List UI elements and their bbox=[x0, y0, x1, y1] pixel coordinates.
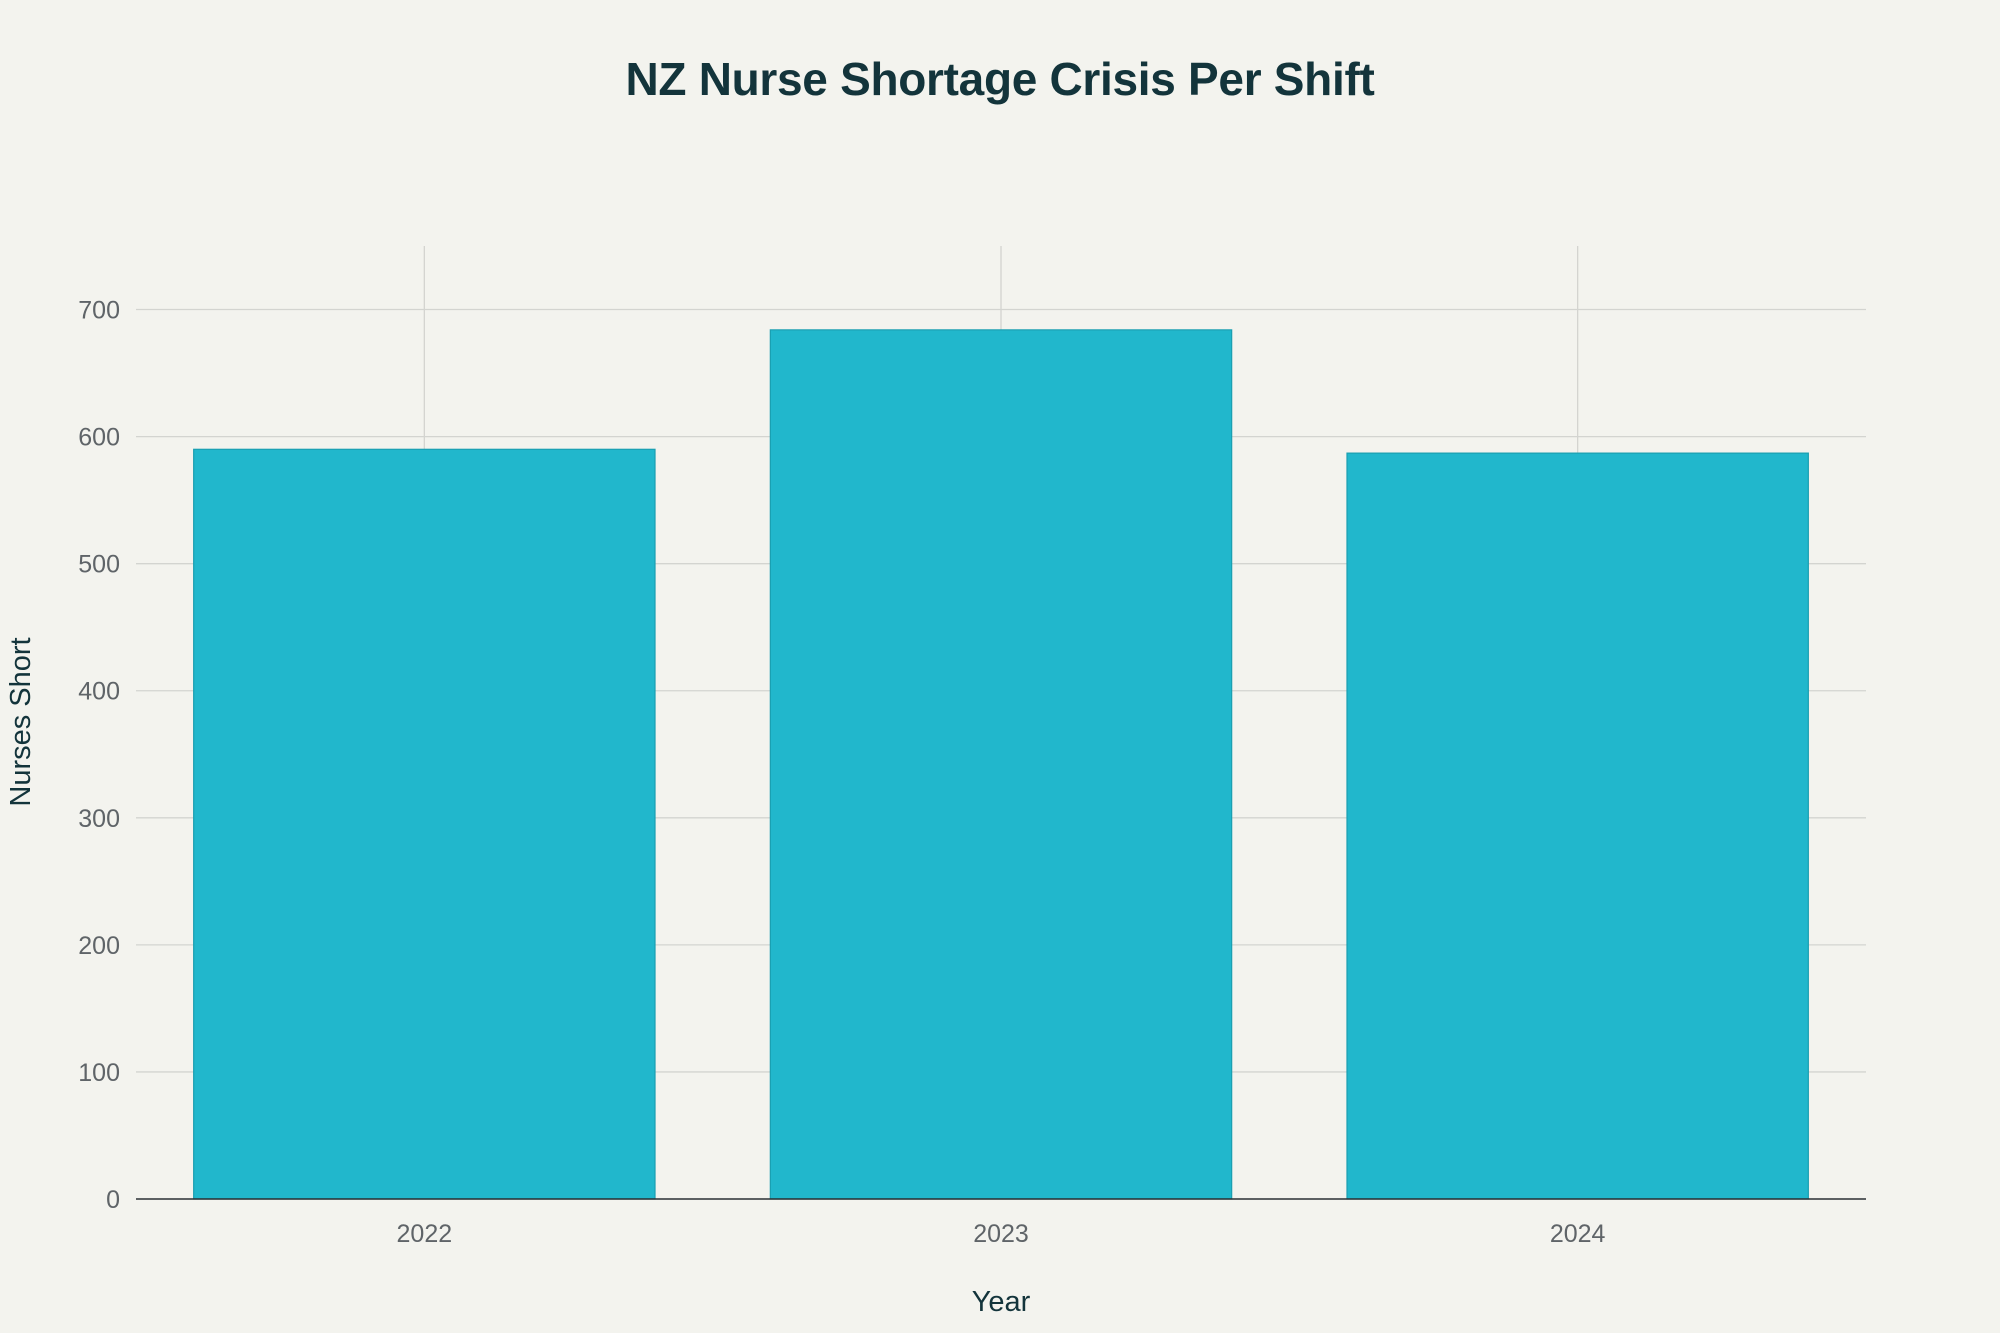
bar-2023 bbox=[769, 329, 1233, 1200]
x-tick-labels: 2022 2023 2024 bbox=[397, 1220, 1606, 1248]
y-tick-labels: 0 100 200 300 400 500 600 700 bbox=[78, 297, 120, 1214]
y-tick-label: 100 bbox=[78, 1059, 120, 1087]
bar-2024 bbox=[1346, 452, 1809, 1200]
x-tick-label: 2023 bbox=[973, 1220, 1029, 1248]
bars bbox=[193, 329, 1809, 1200]
x-axis-title: Year bbox=[972, 1286, 1031, 1318]
y-tick-label: 400 bbox=[78, 678, 120, 706]
x-tick-label: 2024 bbox=[1550, 1220, 1606, 1248]
bar-2022 bbox=[193, 448, 656, 1200]
y-tick-label: 200 bbox=[78, 932, 120, 960]
y-tick-label: 700 bbox=[78, 297, 120, 325]
y-tick-label: 300 bbox=[78, 805, 120, 833]
y-tick-label: 500 bbox=[78, 551, 120, 579]
y-tick-label: 0 bbox=[106, 1186, 120, 1214]
y-axis-title: Nurses Short bbox=[5, 637, 37, 806]
x-tick-label: 2022 bbox=[397, 1220, 453, 1248]
y-tick-label: 600 bbox=[78, 424, 120, 452]
chart-title: NZ Nurse Shortage Crisis Per Shift bbox=[625, 53, 1375, 105]
